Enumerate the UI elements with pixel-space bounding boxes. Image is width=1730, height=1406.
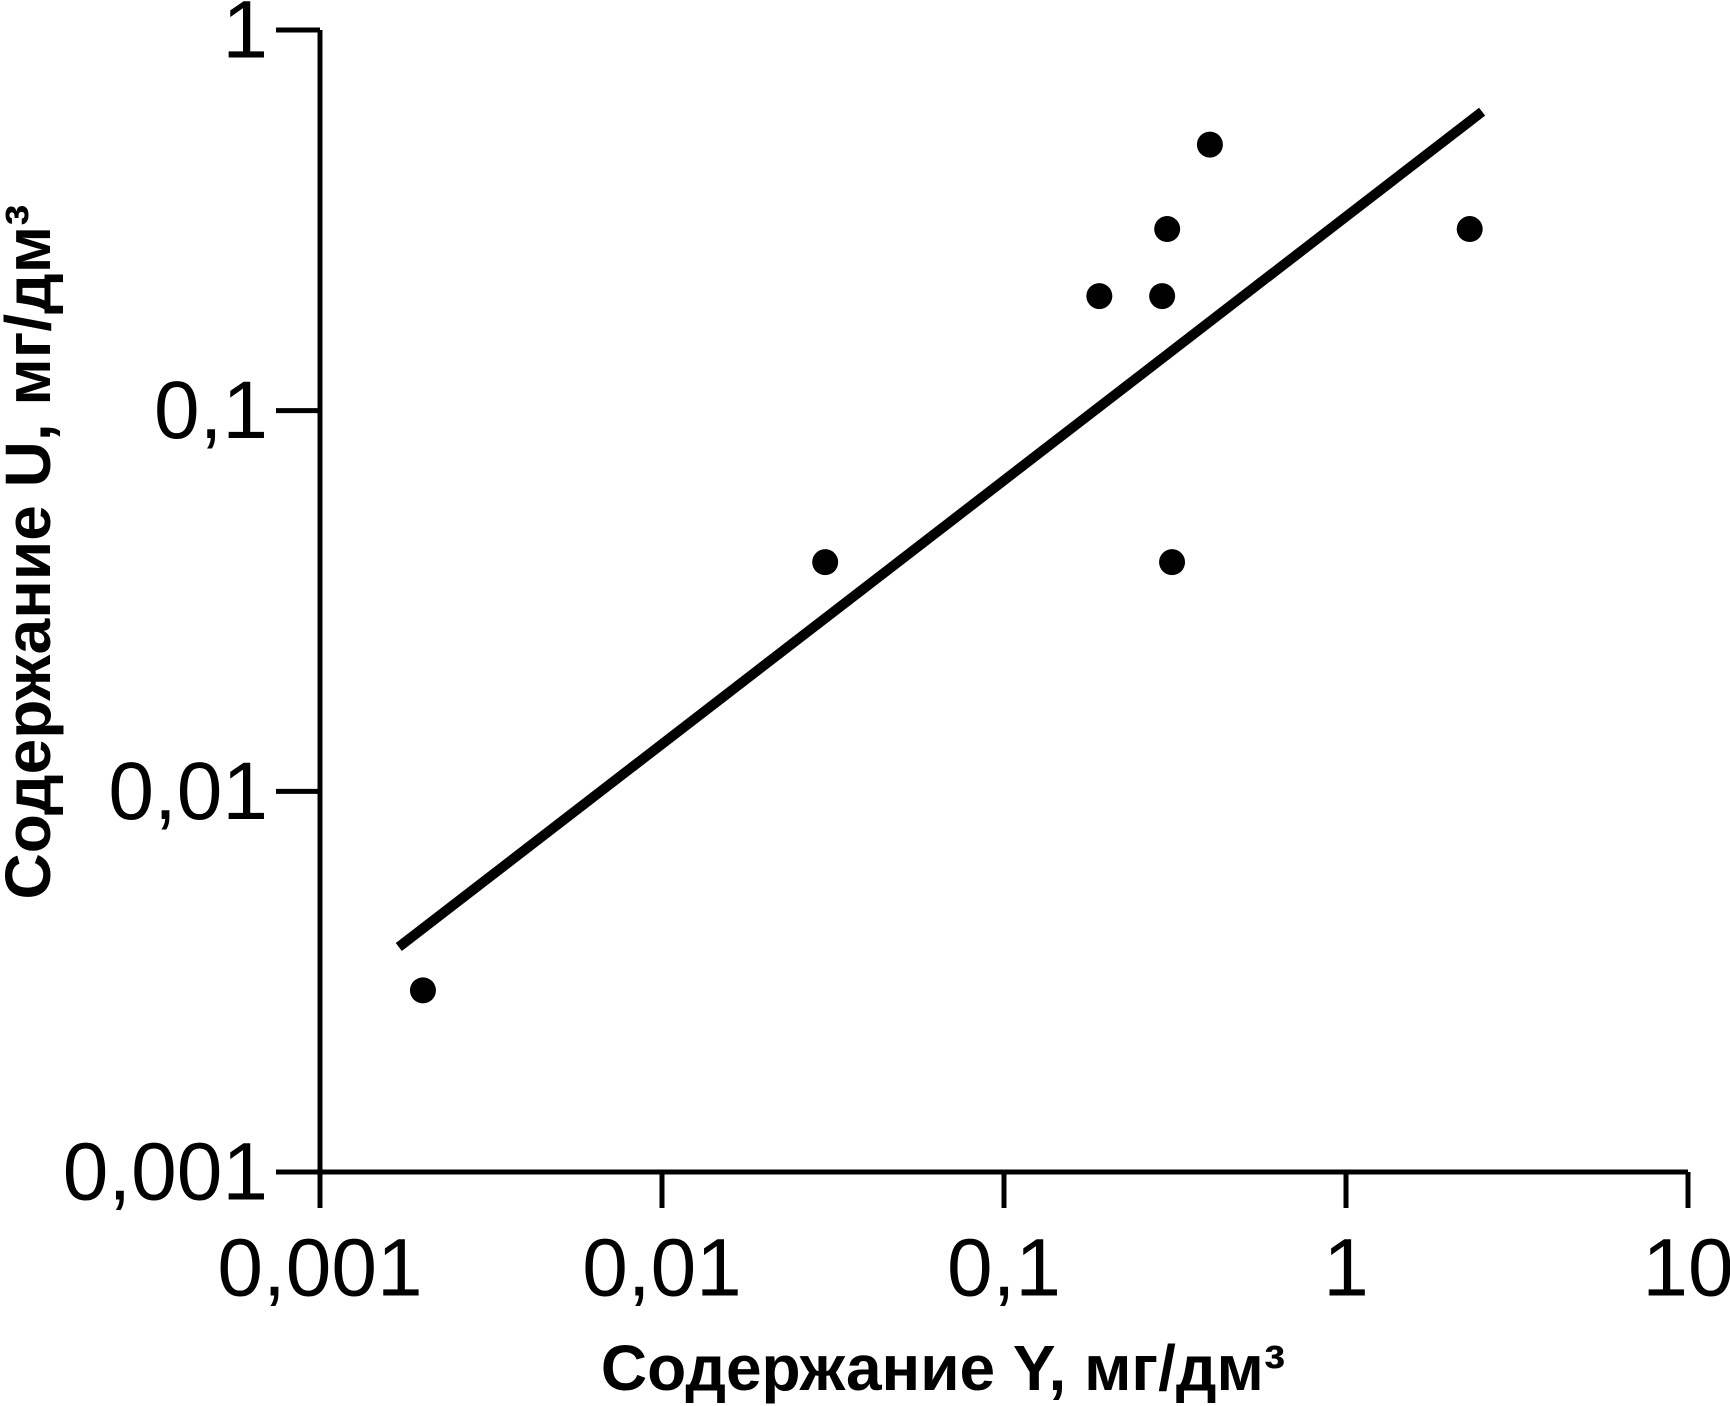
x-axis-label: Содержание Y, мг/дм³ <box>601 1332 1285 1404</box>
data-point <box>1456 216 1483 243</box>
data-point <box>1154 216 1181 243</box>
x-tick-label: 0,01 <box>582 1223 742 1314</box>
y-tick-label: 1 <box>222 0 268 76</box>
x-tick-label: 0,1 <box>947 1223 1061 1314</box>
x-tick-label: 10 <box>1642 1223 1730 1314</box>
data-point <box>1159 549 1186 576</box>
x-tick-label: 1 <box>1323 1223 1369 1314</box>
data-point <box>1149 283 1176 310</box>
data-point <box>1196 131 1223 158</box>
y-tick-label: 0,1 <box>154 365 268 456</box>
x-tick-label: 0,001 <box>217 1223 422 1314</box>
y-tick-label: 0,01 <box>108 746 268 837</box>
data-point <box>409 977 436 1004</box>
y-tick-label: 0,001 <box>63 1127 268 1218</box>
data-point <box>1086 283 1113 310</box>
trend-line <box>395 107 1486 951</box>
y-axis-label: Содержание U, мг/дм³ <box>0 205 64 900</box>
data-point <box>812 549 839 576</box>
